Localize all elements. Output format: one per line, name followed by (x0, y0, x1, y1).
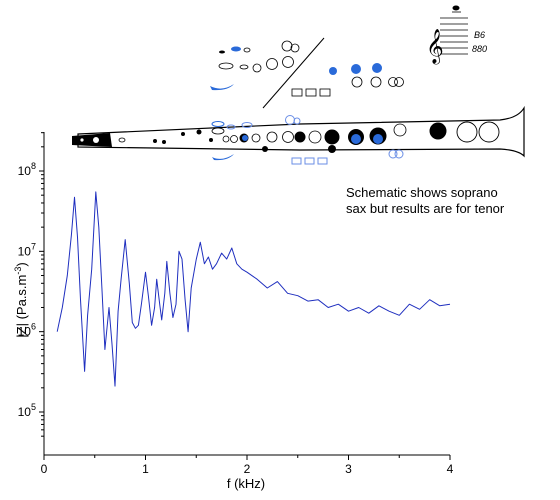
schematic-note-name: B6 (474, 30, 485, 40)
y-axis-title-sup: -3 (13, 267, 23, 275)
y-axis-title: |Z| (Pa.s.m-3) (13, 262, 29, 337)
x-tick-label: 3 (345, 462, 352, 476)
x-axis-ticks: 0 1 2 3 4 (41, 455, 454, 476)
x-tick-label: 4 (447, 462, 454, 476)
x-tick-label: 2 (244, 462, 251, 476)
y-tick-label: 105 (18, 402, 36, 419)
saxophone-schematic: 𝄞 B6 880 (72, 5, 525, 165)
y-tick-label: 108 (18, 161, 36, 178)
x-tick-label: 1 (142, 462, 149, 476)
y-axis-ticks: 105 106 107 108 (18, 132, 44, 437)
annotation-line-1: Schematic shows soprano (346, 185, 498, 200)
y-tick-label: 107 (18, 241, 36, 258)
svg-text:𝄞: 𝄞 (426, 29, 444, 65)
annotation-line-2: sax but results are for tenor (346, 201, 505, 216)
series-layer (56, 191, 451, 387)
x-tick-label: 0 (41, 462, 48, 476)
schematic-diagonal-line (262, 37, 325, 109)
y-axis-title-main: |Z| (Pa.s.m (14, 275, 29, 338)
plot-area: 0 1 2 3 4 105 106 107 108 (18, 132, 454, 476)
music-staff-icon: 𝄞 B6 880 (426, 5, 487, 65)
impedance-series-line (56, 191, 451, 387)
y-axis-title-tail: ) (14, 262, 29, 266)
sax-mouthpiece (72, 133, 112, 147)
y-tick-label: 106 (18, 322, 36, 339)
x-axis-title: f (kHz) (227, 476, 265, 491)
schematic-note-freq: 880 (472, 44, 487, 54)
